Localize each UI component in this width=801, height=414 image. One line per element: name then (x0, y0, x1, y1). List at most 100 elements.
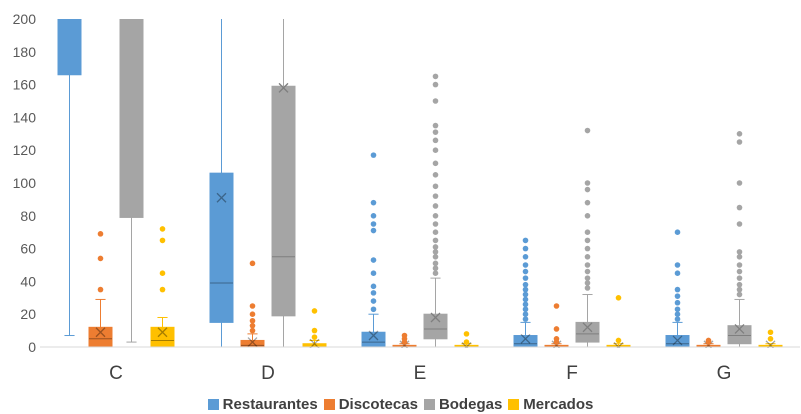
outlier-point (432, 81, 439, 88)
outlier-point (432, 147, 439, 153)
legend-item: Restaurantes (207, 396, 318, 413)
outlier-point (736, 275, 743, 281)
legend-label: Bodegas (438, 396, 503, 413)
y-tick-label: 100 (13, 175, 37, 191)
box-discotecas-c (88, 231, 113, 348)
x-category-label: F (566, 363, 578, 384)
outlier-point (615, 295, 622, 301)
outlier-point (432, 260, 439, 267)
outlier-point (674, 293, 681, 299)
outlier-point (522, 311, 529, 318)
outlier-point (159, 270, 166, 277)
box-restaurantes-c (57, 19, 82, 337)
outlier-point (674, 316, 681, 322)
outlier-point (249, 303, 256, 309)
outlier-point (401, 332, 408, 339)
mean-marker (247, 337, 258, 348)
outlier-point (674, 286, 681, 293)
outlier-point (674, 229, 681, 235)
outlier-point (432, 193, 439, 199)
boxplot-chart: 0 20 40 60 80 100 120 140 160 180 200 C D E F G (13, 11, 800, 384)
outlier-point (432, 160, 439, 167)
outlier-point (432, 122, 439, 129)
legend-label: Discotecas (338, 396, 418, 413)
x-category-label: E (414, 363, 427, 384)
legend-swatch (323, 399, 335, 410)
box-bodegas-f (575, 127, 600, 348)
outlier-point (432, 249, 439, 255)
outlier-point (432, 183, 439, 190)
mean-marker (399, 340, 410, 348)
legend-swatch (508, 399, 520, 410)
outlier-point (432, 265, 439, 272)
y-tick-label: 180 (13, 44, 37, 60)
legend: Restaurantes Discotecas Bodegas Mercados (0, 396, 801, 413)
outlier-point (674, 306, 681, 313)
legend-label: Mercados (523, 396, 594, 413)
outlier-point (522, 296, 529, 303)
mean-marker (216, 192, 227, 203)
outlier-point (522, 262, 529, 268)
outlier-point (432, 203, 439, 209)
outlier-point (522, 286, 529, 293)
mean-marker (551, 340, 562, 348)
iqr-box (150, 326, 175, 348)
iqr-box (57, 19, 82, 76)
outlier-point (249, 260, 256, 267)
outlier-point (736, 253, 743, 260)
outlier-point (370, 199, 377, 206)
mean-marker (582, 322, 593, 333)
legend-item: Mercados (508, 396, 593, 413)
legend-item: Discotecas (323, 396, 418, 413)
iqr-box (361, 331, 386, 348)
outlier-point (432, 98, 439, 104)
outlier-point (674, 270, 681, 277)
outlier-point (463, 331, 470, 337)
outlier-point (522, 253, 529, 260)
outlier-point (584, 199, 591, 206)
y-tick-label: 200 (13, 11, 37, 27)
x-category-label: G (717, 363, 732, 384)
outlier-point (522, 281, 529, 288)
outlier-point (432, 137, 439, 144)
outlier-point (522, 291, 529, 298)
outlier-point (370, 306, 377, 313)
outlier-point (159, 237, 166, 244)
outlier-point (249, 311, 256, 318)
mean-marker (368, 330, 379, 341)
iqr-box (271, 85, 296, 317)
outlier-point (584, 275, 591, 281)
outlier-point (736, 204, 743, 211)
y-axis: 0 20 40 60 80 100 120 140 160 180 200 (13, 11, 37, 355)
outlier-point (522, 275, 529, 281)
outlier-point (522, 237, 529, 244)
mean-marker (734, 324, 745, 334)
outlier-point (584, 186, 591, 193)
outlier-point (705, 337, 712, 344)
outlier-point (432, 229, 439, 235)
iqr-box (423, 313, 448, 340)
outlier-point (522, 245, 529, 252)
mean-marker (765, 340, 776, 348)
outlier-point (584, 253, 591, 260)
outlier-point (370, 270, 377, 277)
outlier-point (432, 213, 439, 219)
mean-marker (157, 327, 168, 338)
y-tick-label: 20 (20, 306, 36, 322)
outlier-point (736, 249, 743, 255)
box-mercados-e (454, 331, 479, 348)
outlier-point (432, 237, 439, 244)
outlier-point (432, 172, 439, 178)
outlier-point (432, 129, 439, 135)
outlier-point (584, 262, 591, 268)
legend-swatch (207, 399, 219, 410)
mean-marker (95, 327, 106, 338)
outlier-point (736, 180, 743, 186)
box-restaurantes-f (513, 237, 538, 348)
x-category-label: D (261, 363, 275, 384)
mean-marker (520, 333, 531, 344)
outlier-point (584, 237, 591, 244)
mean-marker (430, 312, 441, 323)
outlier-point (584, 285, 591, 291)
outlier-point (615, 337, 622, 344)
